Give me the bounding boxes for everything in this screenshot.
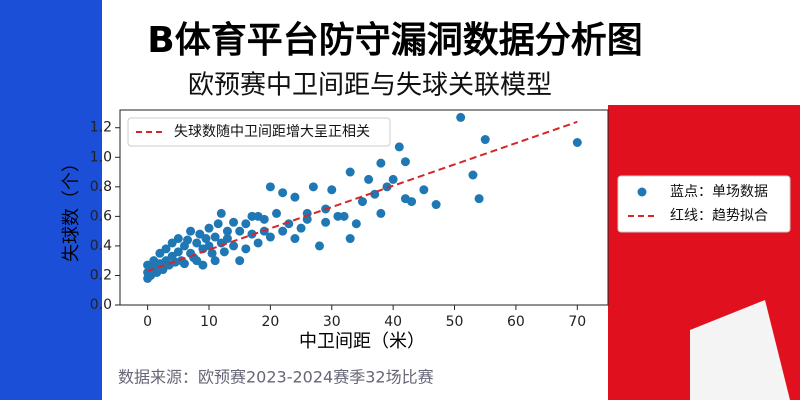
scatter-point xyxy=(388,174,398,184)
scatter-point xyxy=(376,208,386,218)
scatter-point xyxy=(235,256,245,266)
scatter-point xyxy=(204,223,214,233)
y-tick-label: 0.0 xyxy=(90,297,112,313)
scatter-point xyxy=(308,182,318,192)
scatter-point xyxy=(480,135,490,145)
scatter-point xyxy=(357,197,367,207)
y-tick-label: 1.0 xyxy=(90,149,112,165)
x-axis-label: 中卫间距（米） xyxy=(299,331,425,352)
scatter-point xyxy=(278,188,288,198)
legend-label: 失球数随中卫间距增大呈正相关 xyxy=(174,124,370,140)
x-tick-label: 40 xyxy=(384,314,402,330)
x-tick-label: 20 xyxy=(261,314,279,330)
scatter-point xyxy=(210,232,220,242)
trend-line xyxy=(147,120,578,272)
scatter-point xyxy=(192,238,202,248)
scatter-point xyxy=(272,208,282,218)
source-note: 数据来源：欧预赛2023-2024赛季32场比赛 xyxy=(118,368,434,387)
scatter-point xyxy=(173,234,183,244)
side-legend-box xyxy=(617,175,791,233)
scatter-point xyxy=(474,194,484,204)
scatter-point xyxy=(241,219,251,229)
scatter-point xyxy=(173,247,183,257)
scatter-point xyxy=(468,170,478,180)
scatter-point xyxy=(419,185,429,195)
scatter-point xyxy=(345,167,355,177)
x-tick-label: 30 xyxy=(323,314,341,330)
scatter-point xyxy=(235,226,245,236)
scatter-point xyxy=(400,157,410,167)
scatter-point xyxy=(241,244,251,254)
scatter-point xyxy=(382,182,392,192)
scatter-point xyxy=(376,158,386,168)
scatter-point xyxy=(259,214,269,224)
scatter-point xyxy=(219,247,229,257)
scatter-point xyxy=(431,200,441,210)
scatter-point xyxy=(364,174,374,184)
title: B体育平台防守漏洞数据分析图 xyxy=(147,20,642,61)
scatter-point xyxy=(321,217,331,227)
scatter-point xyxy=(407,197,417,207)
x-tick-label: 50 xyxy=(446,314,464,330)
scatter-point xyxy=(572,138,582,147)
y-tick-label: 0.8 xyxy=(90,179,112,195)
scatter-point xyxy=(284,219,294,229)
scatter-point xyxy=(351,219,361,229)
scatter-point xyxy=(201,234,211,244)
scatter-point xyxy=(216,208,226,218)
legend-box xyxy=(127,117,391,147)
x-tick-label: 0 xyxy=(143,314,152,330)
scatter-point xyxy=(339,211,349,221)
scatter-point xyxy=(345,234,355,244)
scatter-point xyxy=(229,241,239,251)
scatter-point xyxy=(265,232,275,242)
scatter-point xyxy=(229,217,239,227)
scatter-point xyxy=(327,185,337,195)
y-axis-label: 失球数（个） xyxy=(61,154,82,262)
scatter-point xyxy=(314,241,324,251)
y-tick-label: 0.2 xyxy=(90,267,112,283)
scatter-point xyxy=(394,142,404,152)
scatter-point xyxy=(278,226,288,236)
corner-wedge xyxy=(690,300,790,400)
scatter-point xyxy=(207,248,217,258)
side-legend-text: 红线：趋势拟合 xyxy=(670,208,768,224)
legend: 失球数随中卫间距增大呈正相关 xyxy=(127,117,391,147)
scatter-point xyxy=(213,219,223,229)
scatter-point xyxy=(265,182,275,192)
scatter-point xyxy=(198,260,208,270)
scatter-point xyxy=(186,226,196,236)
scatter-point xyxy=(290,234,300,244)
scatter-point xyxy=(183,235,193,245)
subtitle: 欧预赛中卫间距与失球关联模型 xyxy=(188,71,552,101)
scatter-point xyxy=(456,112,466,122)
left-stripe xyxy=(0,0,102,400)
scatter-point xyxy=(210,256,220,266)
scatter-point xyxy=(253,238,263,248)
x-tick-label: 70 xyxy=(568,314,586,330)
y-tick-label: 0.6 xyxy=(90,208,112,224)
side-legend-text: 蓝点：单场数据 xyxy=(670,184,768,200)
scatter-point xyxy=(296,223,306,233)
side-legend-dot xyxy=(637,187,647,197)
scatter-point xyxy=(222,226,232,236)
scatter-point xyxy=(161,244,171,254)
y-tick-label: 1.2 xyxy=(90,120,112,136)
x-tick-label: 10 xyxy=(200,314,218,330)
x-tick-label: 60 xyxy=(507,314,525,330)
side-legend: 蓝点：单场数据 红线：趋势拟合 xyxy=(617,175,791,233)
scatter-point xyxy=(290,192,300,202)
scatter-point xyxy=(179,259,189,269)
y-tick-label: 0.4 xyxy=(90,238,112,254)
scatter-point xyxy=(222,234,232,244)
